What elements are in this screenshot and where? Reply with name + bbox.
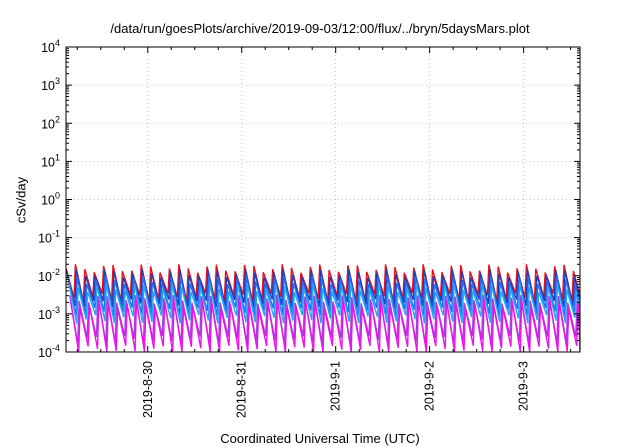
y-tick-label: 10-3 <box>38 305 60 322</box>
x-axis-label: Coordinated Universal Time (UTC) <box>220 431 420 446</box>
y-axis: 104 103 102 101 100 10-1 10-2 10-3 10-4 <box>38 38 580 360</box>
x-tick-label: 2019-9-1 <box>329 361 343 411</box>
y-tick-label: 10-2 <box>38 267 60 284</box>
data-series <box>65 264 581 353</box>
x-axis: 2019-8-30 2019-8-31 2019-9-1 2019-9-2 2019-9… <box>76 47 572 418</box>
series-light-blue <box>68 283 581 324</box>
chart-title: /data/run/goesPlots/archive/2019-09-03/1… <box>110 21 530 36</box>
y-tick-label: 10-1 <box>38 229 60 246</box>
y-tick-label: 100 <box>41 191 60 208</box>
y-tick-label: 103 <box>41 76 60 93</box>
series-purple <box>69 294 581 345</box>
series-magenta <box>70 300 581 353</box>
x-tick-label: 2019-8-30 <box>141 361 155 418</box>
x-tick-label: 2019-9-2 <box>423 361 437 411</box>
x-tick-label: 2019-9-3 <box>517 361 531 411</box>
y-tick-label: 104 <box>41 38 60 55</box>
y-tick-label: 10-4 <box>38 343 60 360</box>
y-axis-label: cSv/day <box>13 176 29 224</box>
x-tick-label: 2019-8-31 <box>235 361 249 418</box>
y-tick-label: 101 <box>41 152 60 169</box>
y-tick-label: 102 <box>41 114 60 131</box>
